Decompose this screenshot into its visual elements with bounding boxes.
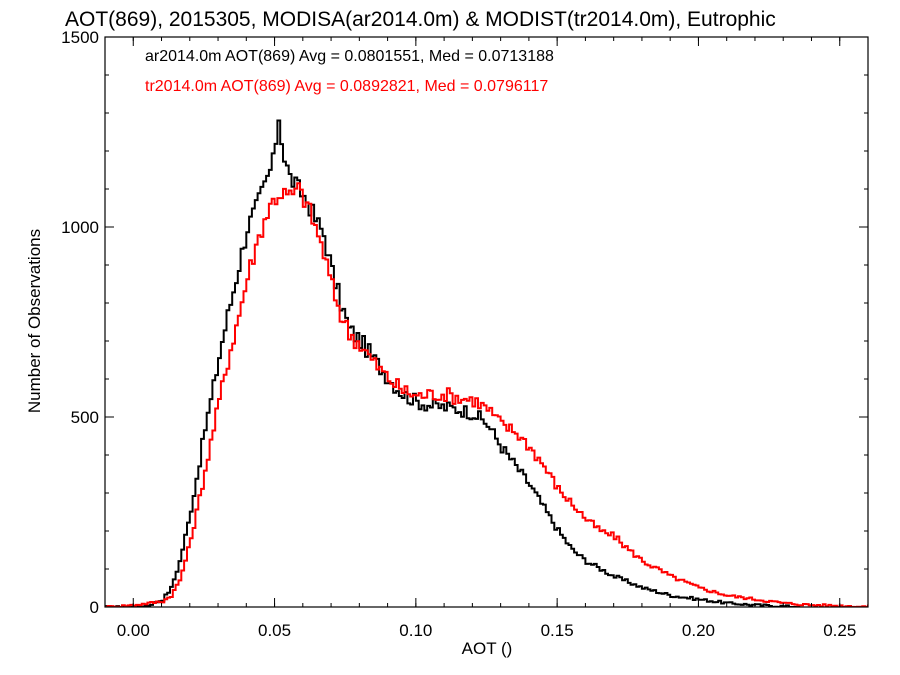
- legend: ar2014.0m AOT(869) Avg = 0.0801551, Med …: [145, 48, 554, 95]
- series-line-tr2014: [105, 182, 868, 607]
- y-tick-label: 500: [71, 408, 99, 427]
- y-tick-label: 1000: [61, 218, 99, 237]
- x-tick-label: 0.05: [258, 621, 291, 640]
- axes-layer: 0.00 0.05 0.10 0.15 0.20 0.25 0 500 1000 1500: [61, 28, 869, 640]
- y-tick-label: 0: [90, 598, 99, 617]
- x-tick-label: 0.15: [541, 621, 574, 640]
- x-tick-label: 0.10: [399, 621, 432, 640]
- plot-frame: [104, 36, 869, 608]
- x-tick-label: 0.25: [823, 621, 856, 640]
- chart-title: AOT(869), 2015305, MODISA(ar2014.0m) & M…: [65, 8, 776, 31]
- x-tick-label: 0.20: [682, 621, 715, 640]
- series-line-ar2014: [105, 119, 801, 607]
- legend-entry-tr2014: tr2014.0m AOT(869) Avg = 0.0892821, Med …: [145, 78, 548, 95]
- x-tick-label: 0.00: [117, 621, 150, 640]
- x-axis-label: AOT (): [462, 639, 513, 658]
- y-tick-label: 1500: [61, 28, 99, 47]
- y-axis-label: Number of Observations: [25, 229, 44, 413]
- series-layer: [105, 119, 868, 607]
- legend-entry-ar2014: ar2014.0m AOT(869) Avg = 0.0801551, Med …: [145, 48, 554, 65]
